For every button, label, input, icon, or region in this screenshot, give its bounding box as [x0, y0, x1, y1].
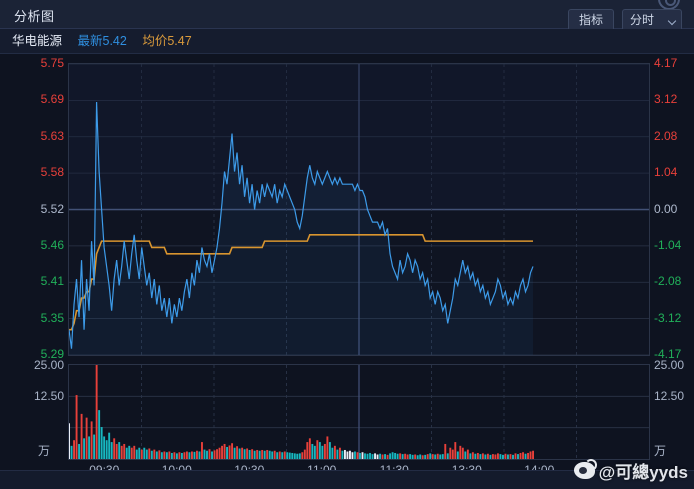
volume-plot[interactable] [68, 364, 650, 460]
price-tick-6: 5.41 [40, 274, 64, 289]
last-price-label: 最新5.42 [77, 34, 127, 48]
percent-tick-1: 3.12 [654, 92, 678, 107]
volume-tick-0: 25.00 [33, 358, 64, 372]
average-price-label: 均价5.47 [142, 34, 192, 48]
volume-tick-r-1: 12.50 [654, 389, 685, 404]
page-title: 分析图 [14, 9, 55, 24]
percent-tick-5: -1.04 [654, 237, 682, 252]
price-tick-1: 5.69 [40, 92, 64, 107]
volume-tick-r-0: 25.00 [654, 358, 685, 372]
weibo-logo-icon [573, 459, 597, 479]
volume-unit-left: 万 [38, 444, 51, 458]
percent-tick-8: -4.17 [654, 347, 682, 361]
volume-tick-1: 12.50 [33, 389, 64, 404]
indicator-button[interactable]: 指标 [568, 9, 614, 31]
price-tick-8: 5.29 [40, 347, 64, 361]
price-line-svg [69, 64, 649, 355]
percent-tick-7: -3.12 [654, 310, 682, 325]
stock-name: 华电能源 [12, 34, 63, 48]
chevron-down-icon [667, 16, 677, 26]
weibo-watermark: @可總yyds [573, 458, 688, 483]
price-tick-7: 5.35 [40, 310, 64, 325]
price-tick-0: 5.75 [40, 56, 64, 70]
chart-area[interactable]: 5.75 4.17 5.69 3.12 5.63 2.08 5.58 1.04 5.52 0.00… [0, 54, 694, 477]
title-bar: 分析图 指标 分时 [0, 0, 694, 31]
weibo-handle: @可總yyds [598, 463, 688, 482]
period-select-label: 分时 [630, 13, 655, 27]
price-tick-4: 5.52 [40, 201, 64, 216]
percent-tick-6: -2.08 [654, 274, 682, 289]
quote-info-row: 华电能源 最新5.42 均价5.47 [0, 29, 694, 54]
percent-tick-4: 0.00 [654, 201, 678, 216]
percent-tick-3: 1.04 [654, 165, 678, 180]
volume-unit-right: 万 [654, 444, 667, 458]
price-tick-2: 5.63 [40, 128, 64, 143]
period-select-button[interactable]: 分时 [622, 9, 682, 31]
price-plot[interactable] [68, 63, 650, 356]
percent-tick-0: 4.17 [654, 56, 678, 70]
price-tick-5: 5.46 [40, 237, 64, 252]
price-tick-3: 5.58 [40, 165, 64, 180]
volume-bars-svg [69, 365, 649, 459]
percent-tick-2: 2.08 [654, 128, 678, 143]
bottom-bar [0, 470, 694, 489]
